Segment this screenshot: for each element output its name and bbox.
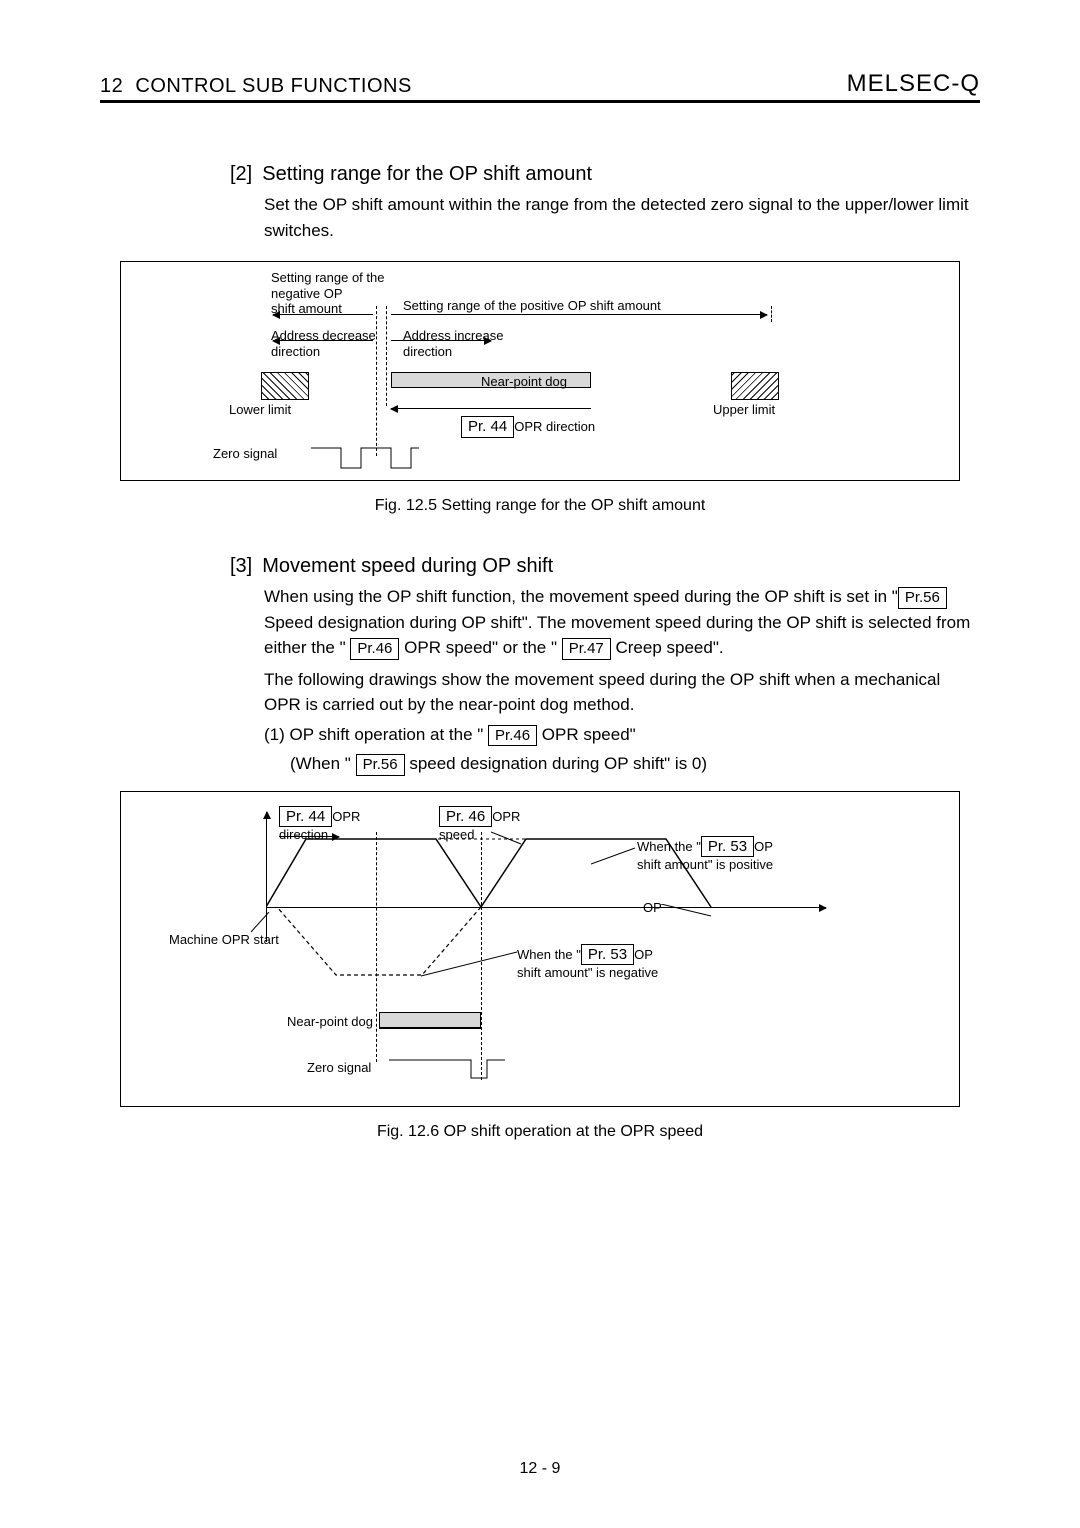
chapter-title: 12 CONTROL SUB FUNCTIONS [100, 75, 412, 98]
chapter-text: CONTROL SUB FUNCTIONS [135, 75, 411, 97]
leader-line-1 [491, 822, 531, 846]
page-number: 12 - 9 [0, 1460, 1080, 1478]
upper-limit-label: Upper limit [713, 402, 775, 418]
near-dog-bar-2 [379, 1012, 481, 1028]
pr46-box-3: Pr. 46 [439, 806, 492, 828]
p1c: OPR speed" or the " [399, 638, 561, 657]
fig2-caption: Fig. 12.6 OP shift operation at the OPR … [100, 1123, 980, 1141]
p2: The following drawings show the movement… [264, 670, 940, 715]
lower-limit-icon [261, 372, 309, 400]
figure-12-6: Pr. 44OPR direction Pr. 46OPR speed When… [120, 791, 960, 1107]
section-2: [2] Setting range for the OP shift amount… [230, 163, 980, 243]
pr44-box: Pr. 44 [461, 416, 514, 438]
upper-limit-icon [731, 372, 779, 400]
page-header: 12 CONTROL SUB FUNCTIONS MELSEC-Q [100, 70, 980, 103]
li2b: speed designation during OP shift" is 0) [405, 754, 707, 773]
pr46-box: Pr.46 [350, 638, 399, 660]
p1d: Creep speed". [611, 638, 724, 657]
addr-dec-label: Address decrease direction [271, 328, 376, 359]
pr56-box: Pr.56 [898, 587, 947, 609]
zero-wave-2 [389, 1054, 509, 1084]
near-dog-label-2: Near-point dog [287, 1014, 373, 1030]
pr46-box-2: Pr.46 [488, 725, 537, 747]
li1a: (1) OP shift operation at the " [264, 725, 488, 744]
leader-line-3 [661, 904, 721, 922]
positive-note: When the "Pr. 53OP shift amount" is posi… [637, 836, 773, 873]
leader-line-4 [421, 950, 521, 980]
sec2-body: Set the OP shift amount within the range… [264, 192, 980, 243]
chapter-num: 12 [100, 75, 123, 97]
pr53-box: Pr. 53 [701, 836, 754, 858]
zero-signal-label: Zero signal [213, 446, 277, 462]
pos-a: When the " [637, 839, 701, 854]
zero-label-2: Zero signal [307, 1060, 371, 1076]
pr56-box-2: Pr.56 [356, 754, 405, 776]
leader-line-2 [591, 846, 641, 866]
li1b: OPR speed" [537, 725, 636, 744]
brand: MELSEC-Q [847, 70, 980, 98]
pr44-opr-dir: Pr. 44OPR direction [461, 416, 595, 438]
sec3-num: [3] [230, 555, 252, 578]
sec2-num: [2] [230, 163, 252, 186]
pr44-box-2: Pr. 44 [279, 806, 332, 828]
sec2-title: Setting range for the OP shift amount [262, 163, 592, 185]
lower-limit-label: Lower limit [229, 402, 291, 418]
pos-range-label: Setting range of the positive OP shift a… [403, 298, 661, 314]
op-label: OP [643, 900, 662, 916]
figure-12-5: Setting range of the negative OP shift a… [120, 261, 960, 481]
pr44-fig2: Pr. 44OPR direction [279, 806, 360, 843]
sec3-body: When using the OP shift function, the mo… [264, 584, 980, 777]
leader-line-5 [251, 912, 281, 936]
neg-range-label: Setting range of the negative OP shift a… [271, 270, 384, 317]
p1a: When using the OP shift function, the mo… [264, 587, 898, 606]
li2a: (When " [290, 754, 356, 773]
section-3: [3] Movement speed during OP shift When u… [230, 555, 980, 777]
neg-a: When the " [517, 947, 581, 962]
pr53-box-2: Pr. 53 [581, 944, 634, 966]
fig1-caption: Fig. 12.5 Setting range for the OP shift… [100, 497, 980, 515]
pr47-box: Pr.47 [562, 638, 611, 660]
near-dog-label: Near-point dog [481, 374, 567, 390]
negative-note: When the "Pr. 53OP shift amount" is nega… [517, 944, 658, 981]
zero-signal-wave [311, 444, 421, 472]
opr-dir-text: OPR direction [514, 419, 595, 434]
sec3-title: Movement speed during OP shift [262, 555, 553, 577]
